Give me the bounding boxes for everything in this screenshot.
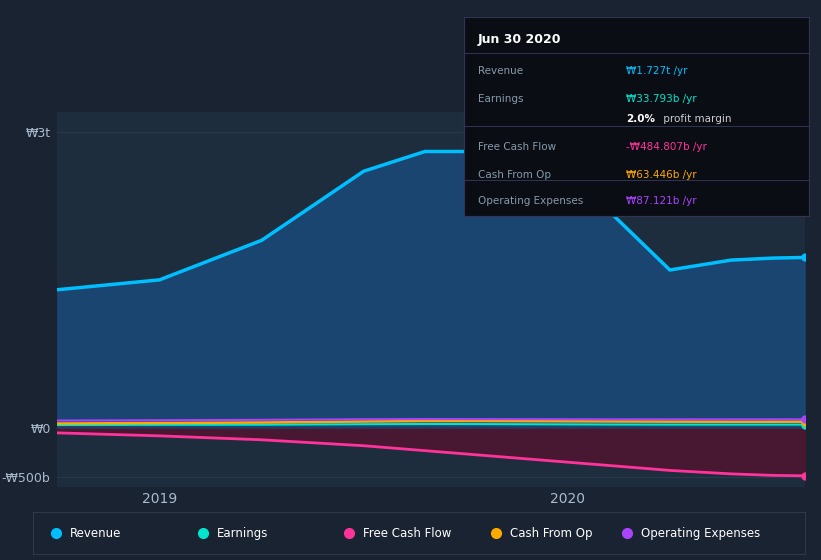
Text: Revenue: Revenue <box>478 67 523 77</box>
Text: Free Cash Flow: Free Cash Flow <box>478 142 556 152</box>
Text: 2.0%: 2.0% <box>626 114 655 124</box>
Text: Earnings: Earnings <box>478 94 523 104</box>
Text: profit margin: profit margin <box>660 114 732 124</box>
Text: Earnings: Earnings <box>217 527 268 540</box>
Text: Free Cash Flow: Free Cash Flow <box>363 527 452 540</box>
Text: -₩484.807b /yr: -₩484.807b /yr <box>626 142 707 152</box>
Text: Cash From Op: Cash From Op <box>478 170 551 180</box>
Text: ₩1.727t /yr: ₩1.727t /yr <box>626 67 687 77</box>
Text: ₩33.793b /yr: ₩33.793b /yr <box>626 94 696 104</box>
Text: Cash From Op: Cash From Op <box>510 527 592 540</box>
Text: ₩87.121b /yr: ₩87.121b /yr <box>626 195 696 206</box>
Text: ₩63.446b /yr: ₩63.446b /yr <box>626 170 696 180</box>
Text: Operating Expenses: Operating Expenses <box>478 195 583 206</box>
Text: Revenue: Revenue <box>70 527 122 540</box>
Text: Operating Expenses: Operating Expenses <box>641 527 760 540</box>
Text: Jun 30 2020: Jun 30 2020 <box>478 32 562 46</box>
